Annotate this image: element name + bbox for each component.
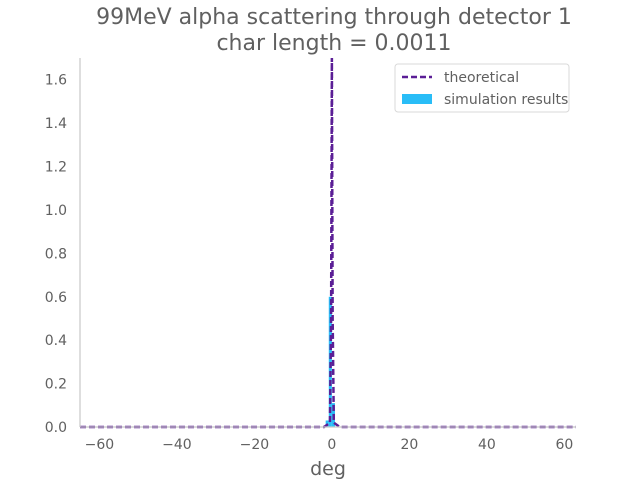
x-tick-label: −20 [240, 437, 270, 453]
y-tick-label: 1.2 [45, 160, 67, 176]
chart-title: 99MeV alpha scattering through detector … [96, 5, 572, 56]
legend: theoretical simulation results [394, 63, 570, 113]
x-tick-label: 0 [327, 437, 336, 453]
y-tick-label: 1.6 [45, 73, 67, 89]
legend-box [394, 63, 570, 113]
legend-simulation-swatch [402, 94, 432, 104]
legend-simulation-label: simulation results [444, 92, 568, 108]
x-tick-label: −60 [85, 437, 115, 453]
y-tick-label: 1.0 [45, 203, 67, 219]
y-tick-label: 0.6 [45, 290, 67, 306]
y-tick-label: 0.4 [45, 333, 67, 349]
y-tick-label: 0.0 [45, 420, 67, 436]
histogram-bar [328, 296, 332, 427]
x-tick-label: −40 [162, 437, 192, 453]
theoretical-line [80, 57, 576, 429]
x-tick-label: 20 [400, 437, 418, 453]
legend-theoretical-label: theoretical [444, 70, 519, 86]
y-tick-label: 1.4 [45, 116, 67, 132]
x-axis-label: deg [310, 458, 346, 480]
plot-area [79, 57, 576, 429]
y-tick-label: 0.2 [45, 377, 67, 393]
x-tick-label: 60 [555, 437, 573, 453]
x-axis-ticks: −60 −40 −20 0 20 40 60 [85, 437, 574, 453]
chart-title-line-2: char length = 0.0011 [216, 31, 451, 56]
x-tick-label: 40 [478, 437, 496, 453]
chart-title-line-1: 99MeV alpha scattering through detector … [96, 5, 572, 30]
y-tick-label: 0.8 [45, 246, 67, 262]
y-axis-ticks: 0.0 0.2 0.4 0.6 0.8 1.0 1.2 1.4 1.6 [45, 73, 67, 436]
